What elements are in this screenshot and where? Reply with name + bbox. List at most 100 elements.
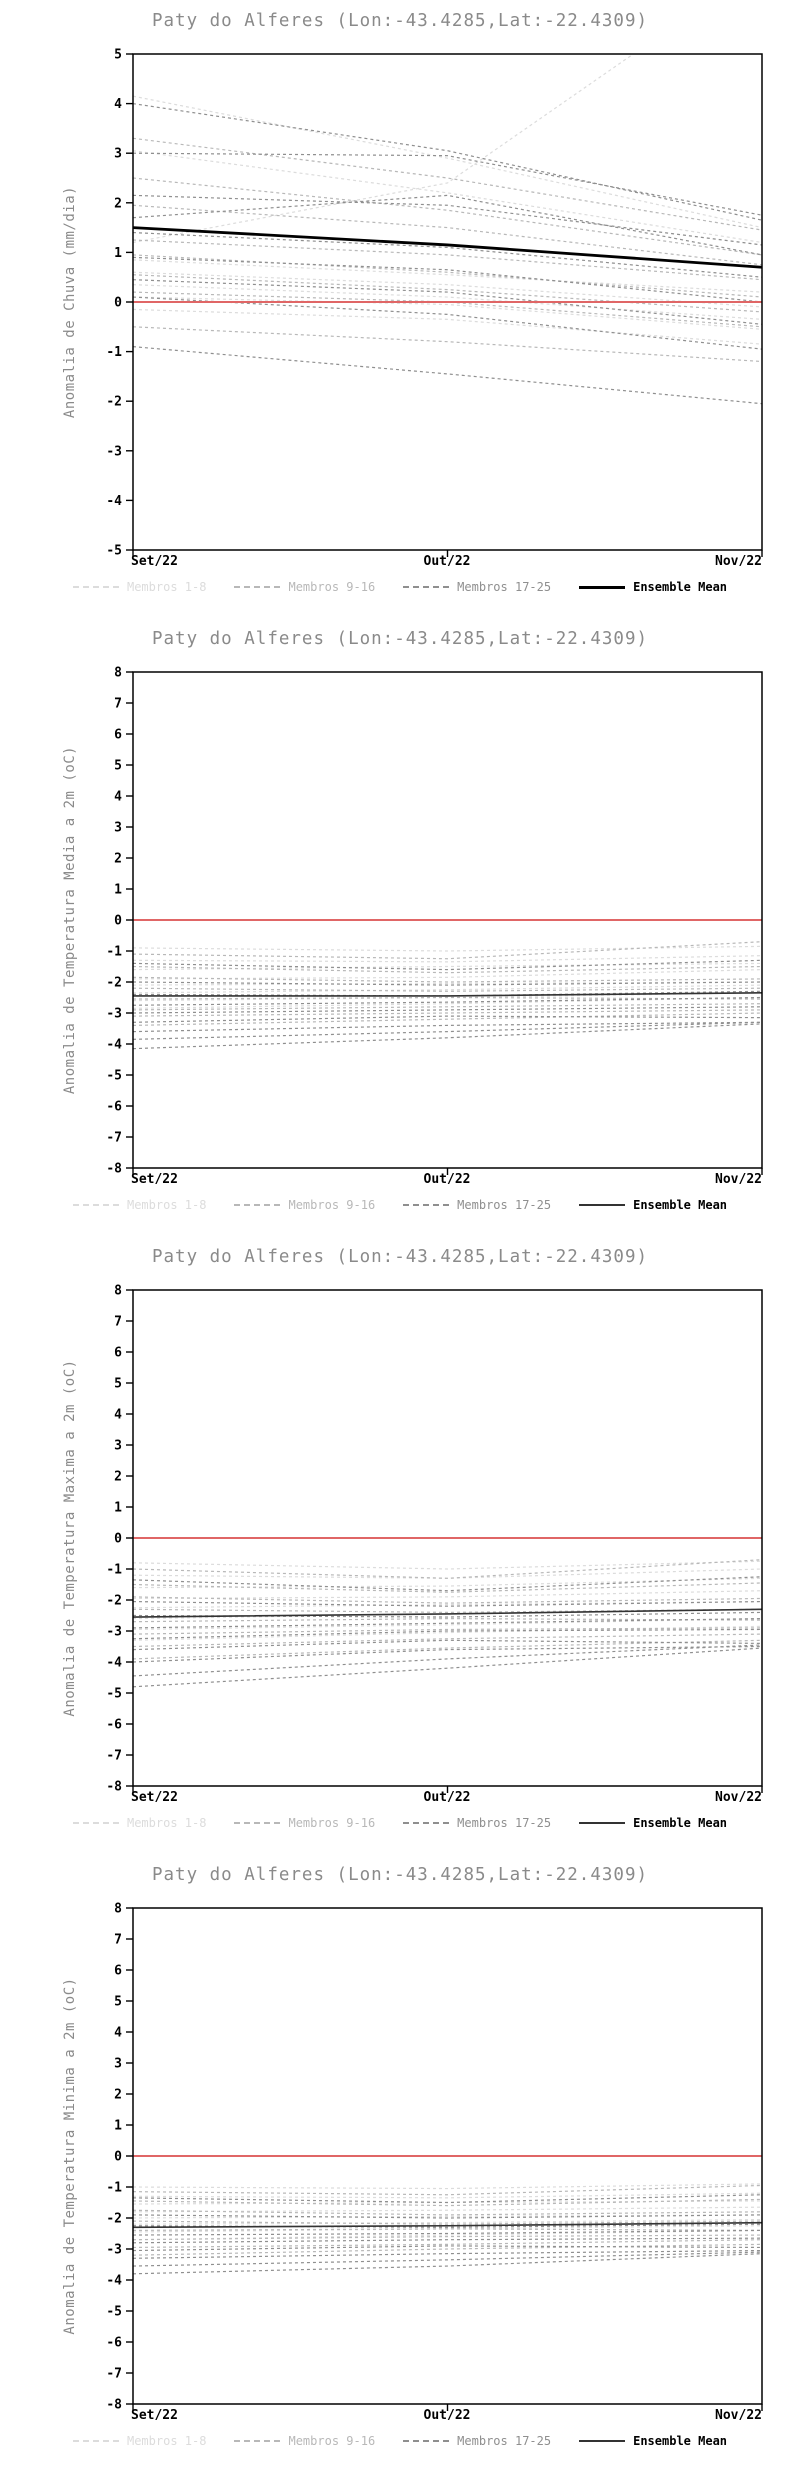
x-tick-label-nov22: Nov/22 — [715, 1172, 762, 1187]
member-line — [133, 1627, 762, 1635]
x-tick-label-nov22: Nov/22 — [715, 554, 762, 569]
chart-mean-temperature-anomaly: Paty do Alferes (Lon:-43.4285,Lat:-22.43… — [0, 618, 800, 1236]
x-tick-label-out22: Out/22 — [423, 1790, 471, 1805]
y-tick-label: -6 — [106, 1100, 122, 1115]
legend-label: Membros 1-8 — [126, 580, 207, 594]
member-line — [133, 2234, 762, 2241]
y-tick-label: 6 — [114, 728, 122, 743]
member-line — [133, 137, 762, 231]
legend-line-sample — [72, 1204, 119, 1206]
member-line — [133, 1560, 762, 1570]
member-line — [133, 955, 762, 963]
member-line — [133, 1596, 762, 1604]
member-line — [133, 103, 762, 221]
y-tick-label: -8 — [106, 1162, 122, 1177]
legend: Membros 1-8 Membros 9-16 Membros 17-25 E… — [0, 1198, 800, 1212]
member-line — [133, 326, 762, 363]
legend-item-members-17-25: Membros 17-25 — [403, 1198, 551, 1212]
member-line — [133, 2243, 762, 2256]
y-tick-label: -2 — [106, 2212, 122, 2227]
legend-label: Membros 9-16 — [288, 1198, 376, 1212]
plot-area: -8 -7 -6 -5 -4 -3 -2 -1 0 1 2 3 4 5 6 7 8 — [106, 1902, 763, 2413]
member-line — [133, 2206, 762, 2213]
x-tick-label-nov22: Nov/22 — [715, 2408, 762, 2423]
y-tick-label: -8 — [106, 1780, 122, 1795]
y-tick-label: 5 — [114, 759, 122, 774]
y-tick-label: -5 — [106, 1687, 122, 1702]
member-line — [133, 2183, 762, 2190]
member-line — [133, 1559, 762, 1579]
legend-item-members-9-16: Membros 9-16 — [234, 1816, 375, 1830]
plot-area: -5 -4 -3 -2 -1 0 1 2 3 4 5 — [106, 48, 763, 559]
legend-label: Membros 1-8 — [126, 1198, 207, 1212]
y-tick-label: 8 — [114, 1284, 122, 1299]
member-line — [133, 1568, 762, 1579]
legend-label: Membros 9-16 — [288, 1816, 376, 1830]
member-line — [133, 279, 762, 325]
y-tick-label: -3 — [106, 2243, 122, 2258]
member-line — [133, 1618, 762, 1629]
member-line — [133, 996, 762, 1006]
x-tick-label-set22: Set/22 — [131, 1790, 178, 1805]
y-tick-label: 4 — [114, 1408, 122, 1423]
y-tick-label: -3 — [106, 1625, 122, 1640]
member-line — [133, 2220, 762, 2225]
x-axis-ticks — [132, 1786, 763, 1793]
member-line — [133, 1628, 762, 1640]
y-tick-label: 0 — [114, 914, 122, 929]
legend-item-members-1-8: Membros 1-8 — [72, 2434, 207, 2448]
legend-label: Membros 9-16 — [288, 580, 376, 594]
member-line — [133, 177, 762, 256]
member-line — [133, 1590, 762, 1600]
chart-title: Paty do Alferes (Lon:-43.4285,Lat:-22.43… — [151, 11, 649, 31]
series-lines — [133, 1537, 762, 1688]
plot-border — [132, 53, 763, 551]
y-tick-label: 4 — [114, 97, 122, 112]
y-tick-label: 8 — [114, 1902, 122, 1917]
member-line — [133, 2194, 762, 2204]
member-line — [133, 259, 762, 293]
y-tick-label: 3 — [114, 1439, 122, 1454]
member-line — [133, 2221, 762, 2229]
member-line — [133, 2245, 762, 2252]
x-tick-label-out22: Out/22 — [423, 1172, 471, 1187]
member-line — [133, 976, 762, 983]
y-tick-label: -1 — [106, 2181, 122, 2196]
legend-item-members-17-25: Membros 17-25 — [403, 1816, 551, 1830]
chart-precipitation-anomaly: Paty do Alferes (Lon:-43.4285,Lat:-22.43… — [0, 0, 800, 618]
y-tick-label: -2 — [106, 395, 122, 410]
member-line — [133, 1633, 762, 1648]
y-tick-label: 1 — [114, 246, 122, 261]
legend-line-sample — [579, 1822, 626, 1824]
y-tick-label: 2 — [114, 1470, 122, 1485]
member-line — [133, 1576, 762, 1592]
y-tick-label: -8 — [106, 2398, 122, 2413]
y-tick-label: -1 — [106, 1563, 122, 1578]
y-tick-label: -2 — [106, 1594, 122, 1609]
member-line — [133, 2251, 762, 2267]
x-axis-ticks — [132, 1168, 763, 1175]
member-line — [133, 981, 762, 986]
y-tick-label: 7 — [114, 697, 122, 712]
legend-line-sample — [579, 1204, 626, 1206]
legend-item-ensemble-mean: Ensemble Mean — [579, 2434, 727, 2448]
member-line — [133, 1021, 762, 1033]
y-tick-label: 0 — [114, 1532, 122, 1547]
y-tick-label: 8 — [114, 666, 122, 681]
member-line — [133, 1023, 762, 1050]
legend-line-sample — [234, 1822, 281, 1824]
legend-line-sample — [403, 586, 450, 588]
member-line — [133, 2239, 762, 2249]
legend-label: Membros 1-8 — [126, 2434, 207, 2448]
plot-border — [132, 671, 763, 1169]
legend-label: Membros 17-25 — [457, 1816, 552, 1830]
member-line — [133, 2218, 762, 2225]
member-line — [133, 1012, 762, 1026]
y-tick-label: 5 — [114, 1995, 122, 2010]
member-line — [133, 95, 762, 229]
member-line — [133, 194, 762, 256]
y-tick-label: -4 — [106, 2274, 122, 2289]
legend-item-members-9-16: Membros 9-16 — [234, 580, 375, 594]
x-axis-ticks — [132, 2404, 763, 2411]
